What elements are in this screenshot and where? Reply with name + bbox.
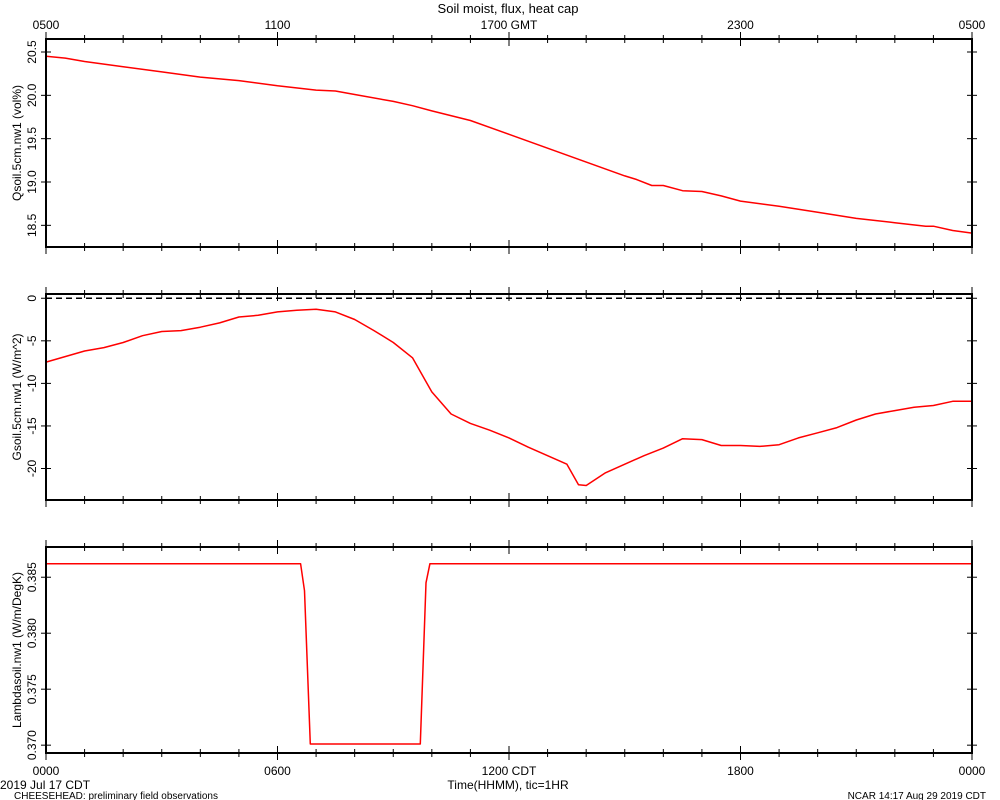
y-tick-label: 18.5 <box>25 213 39 237</box>
bottom-axis-tick-label: 0600 <box>264 764 291 778</box>
date-label: 2019 Jul 17 CDT <box>0 778 91 792</box>
y-axis-label: Gsoil.5cm.nw1 (W/m^2) <box>10 334 24 461</box>
top-axis-tick-label: 0500 <box>959 18 986 32</box>
bottom-axis-tick-label: 1800 <box>727 764 754 778</box>
panel-frame <box>45 293 973 501</box>
bottom-axis-tick-label: 1200 CDT <box>482 764 537 778</box>
bottom-axis-tick-label: 0000 <box>959 764 986 778</box>
y-tick-label: 0.375 <box>25 674 39 704</box>
credit-label: NCAR 14:17 Aug 29 2019 CDT <box>848 791 986 800</box>
panel-frame <box>45 546 973 754</box>
y-tick-label: 0.385 <box>25 562 39 592</box>
chart-title: Soil moist, flux, heat cap <box>438 1 579 16</box>
y-tick-label: 20.0 <box>25 83 39 107</box>
y-tick-label: 0.370 <box>25 730 39 760</box>
series-line-lambda <box>46 563 972 745</box>
y-tick-label: -10 <box>25 374 39 392</box>
bottom-axis-tick-label: 0000 <box>33 764 60 778</box>
top-axis-tick-label: 0500 <box>33 18 60 32</box>
y-tick-label: 19.5 <box>25 127 39 151</box>
top-axis-tick-label: 1100 <box>265 18 291 32</box>
y-tick-label: 19.0 <box>25 170 39 194</box>
x-axis-label: Time(HHMM), tic=1HR <box>447 778 569 792</box>
y-tick-label: 0 <box>25 295 39 302</box>
y-tick-label: -20 <box>25 460 39 478</box>
y-tick-label: -15 <box>25 417 39 435</box>
y-tick-label: 20.5 <box>25 40 39 64</box>
top-axis-tick-label: 1700 GMT <box>481 18 538 32</box>
project-label: CHEESEHEAD: preliminary field observatio… <box>14 791 218 800</box>
panels-layer: 18.5 19.0 19.5 20.0 20.5 Qsoil.5cm.nw1 (vol%)… <box>10 18 986 778</box>
panel-gsoil: -20 -15 -10 -5 0 Gsoil.5cm.nw1 (W/m^2) <box>10 287 977 507</box>
panel-frame <box>45 38 973 248</box>
y-tick-label: 0.380 <box>25 618 39 648</box>
y-axis-label: Qsoil.5cm.nw1 (vol%) <box>10 85 24 201</box>
y-tick-label: -5 <box>25 335 39 346</box>
series-line-qsoil <box>45 55 973 234</box>
panel-qsoil: 18.5 19.0 19.5 20.0 20.5 Qsoil.5cm.nw1 (vol%) <box>10 32 977 254</box>
y-axis-label: Lambdasoil.nw1 (W/m/DegK) <box>10 572 24 728</box>
top-axis-tick-label: 2300 <box>727 18 754 32</box>
series-line-gsoil <box>45 308 972 487</box>
